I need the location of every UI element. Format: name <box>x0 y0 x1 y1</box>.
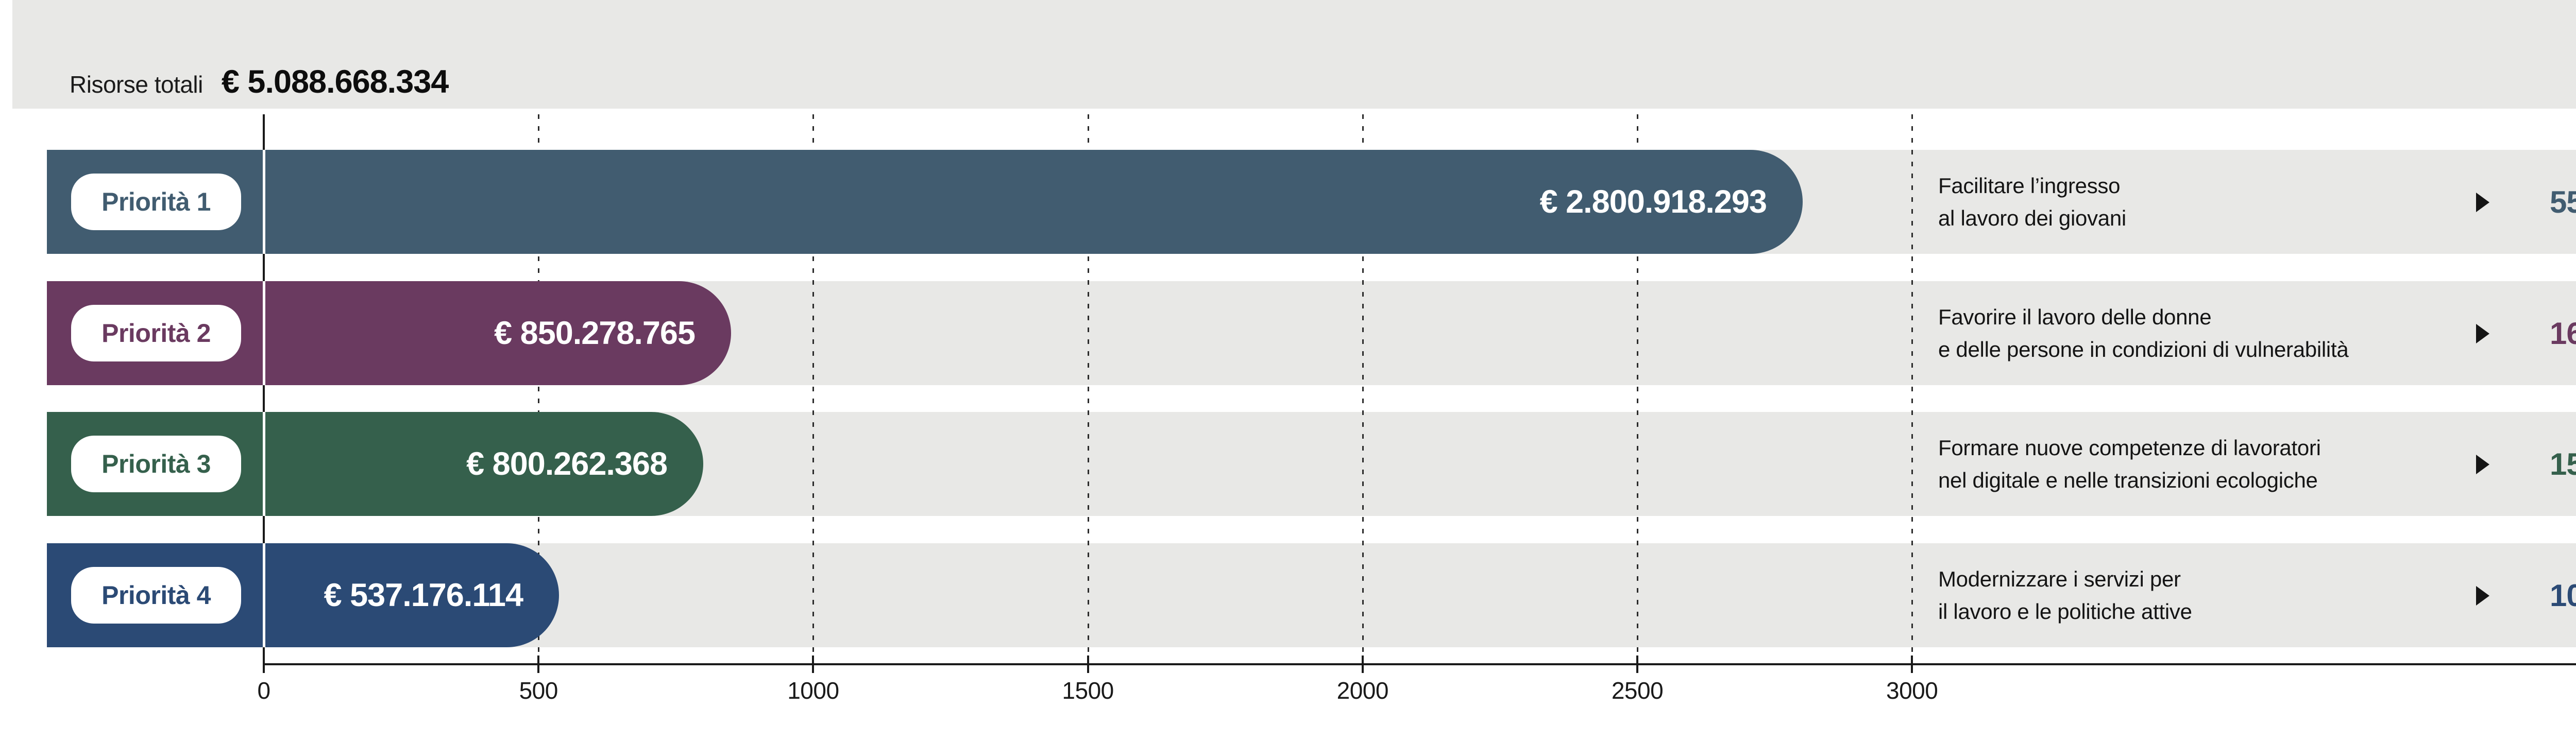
priority-row: Priorità 1 € 2.800.918.293 Facilitare l’… <box>0 150 2576 254</box>
x-axis-line <box>264 663 2576 665</box>
zero-axis-overlay <box>263 543 265 647</box>
gridline-3000 <box>1911 114 1913 664</box>
tick-mark-500 <box>537 655 540 673</box>
header-band: Risorse totali € 5.088.668.334 <box>12 0 2576 109</box>
percentage-value: 15,72 % <box>2463 412 2576 516</box>
zero-axis-overlay <box>263 150 265 254</box>
percentage-number: 10,55 <box>2550 578 2576 613</box>
bar-value-label: € 2.800.918.293 <box>1539 184 1767 220</box>
gridline-2500 <box>1637 114 1638 664</box>
priority-pill: Priorità 1 <box>71 174 241 230</box>
description-line-2: al lavoro dei giovani <box>1938 206 2126 230</box>
description-line-1: Modernizzare i servizi per <box>1938 567 2181 591</box>
description-line-1: Favorire il lavoro delle donne <box>1938 305 2212 329</box>
bar-value-label: € 537.176.114 <box>324 577 523 613</box>
priority-description: Facilitare l’ingresso al lavoro dei giov… <box>1938 150 2126 254</box>
arrow-right-icon <box>2476 455 2489 474</box>
description-line-2: il lavoro e le politiche attive <box>1938 599 2192 624</box>
tick-mark-1500 <box>1087 655 1089 673</box>
percentage-number: 15,72 <box>2550 446 2576 481</box>
value-bar: Priorità 3 € 800.262.368 <box>47 412 703 516</box>
bar-value-label: € 850.278.765 <box>494 315 696 351</box>
percentage-number: 16,70 <box>2550 316 2576 351</box>
total-resources-label: Risorse totali <box>70 71 203 98</box>
tick-label-3000: 3000 <box>1886 677 1938 704</box>
tick-mark-3000 <box>1911 655 1913 673</box>
zero-axis-overlay <box>263 281 265 385</box>
priority-description: Favorire il lavoro delle donne e delle p… <box>1938 281 2349 385</box>
value-bar: Priorità 2 € 850.278.765 <box>47 281 731 385</box>
priority-description: Modernizzare i servizi per il lavoro e l… <box>1938 543 2192 647</box>
tick-label-1000: 1000 <box>787 677 839 704</box>
tick-mark-0 <box>263 655 265 673</box>
tick-label-1500: 1500 <box>1062 677 1114 704</box>
percentage-value: 16,70 % <box>2463 281 2576 385</box>
tick-mark-1000 <box>812 655 815 673</box>
priority-pill-label: Priorità 1 <box>101 187 211 216</box>
priority-row: Priorità 3 € 800.262.368 Formare nuove c… <box>0 412 2576 516</box>
bar-value-label: € 800.262.368 <box>466 446 668 482</box>
description-line-2: nel digitale e nelle transizioni ecologi… <box>1938 468 2318 492</box>
total-resources: Risorse totali € 5.088.668.334 <box>70 63 449 100</box>
tick-label-0: 0 <box>257 677 270 704</box>
gridline-1000 <box>812 114 815 664</box>
priority-row: Priorità 2 € 850.278.765 Favorire il lav… <box>0 281 2576 385</box>
arrow-right-icon <box>2476 193 2489 212</box>
value-bar: Priorità 1 € 2.800.918.293 <box>47 150 1803 254</box>
priority-description: Formare nuove competenze di lavoratori n… <box>1938 412 2321 516</box>
priority-row: Priorità 4 € 537.176.114 Modernizzare i … <box>0 543 2576 647</box>
priority-pill: Priorità 4 <box>71 567 241 624</box>
value-bar: Priorità 4 € 537.176.114 <box>47 543 559 647</box>
gridline-500 <box>538 114 540 664</box>
zero-axis-line <box>263 114 265 664</box>
priority-pill-label: Priorità 2 <box>101 319 211 348</box>
percentage-value: 10,55 % <box>2463 543 2576 647</box>
priority-pill-label: Priorità 3 <box>101 450 211 478</box>
priority-pill: Priorità 3 <box>71 436 241 492</box>
priority-pill-label: Priorità 4 <box>101 581 211 610</box>
tick-mark-2500 <box>1636 655 1638 673</box>
gridline-2000 <box>1362 114 1364 664</box>
description-line-1: Formare nuove competenze di lavoratori <box>1938 436 2321 460</box>
description-line-1: Facilitare l’ingresso <box>1938 174 2121 198</box>
description-line-2: e delle persone in condizioni di vulnera… <box>1938 337 2349 361</box>
tick-label-2500: 2500 <box>1611 677 1664 704</box>
arrow-right-icon <box>2476 324 2489 343</box>
tick-label-2000: 2000 <box>1336 677 1389 704</box>
tick-mark-2000 <box>1361 655 1364 673</box>
percentage-value: 55,04 % <box>2463 150 2576 254</box>
zero-axis-overlay <box>263 412 265 516</box>
total-resources-value: € 5.088.668.334 <box>221 64 449 100</box>
priority-pill: Priorità 2 <box>71 305 241 361</box>
arrow-right-icon <box>2476 586 2489 606</box>
tick-label-500: 500 <box>519 677 558 704</box>
percentage-number: 55,04 <box>2550 184 2576 219</box>
gridline-1500 <box>1087 114 1089 664</box>
